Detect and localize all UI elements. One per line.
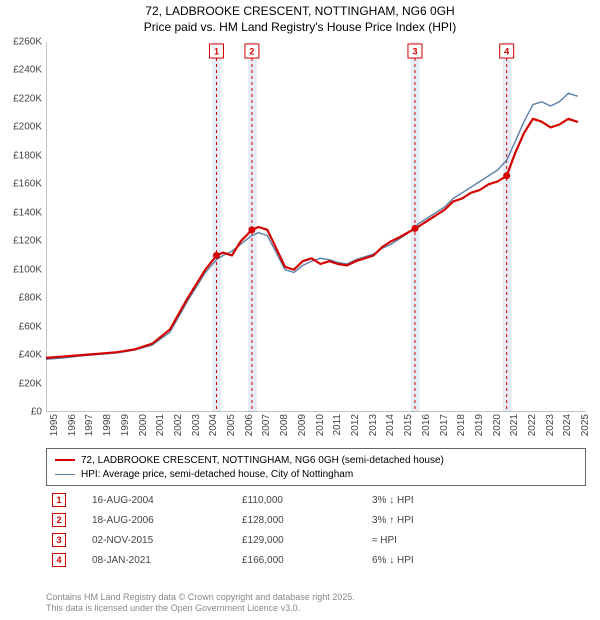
x-tick-label: 2015 [403, 414, 414, 436]
x-tick-label: 2022 [527, 414, 538, 436]
x-tick-label: 2011 [332, 414, 343, 436]
x-tick-label: 2018 [456, 414, 467, 436]
legend-label: 72, LADBROOKE CRESCENT, NOTTINGHAM, NG6 … [81, 455, 444, 466]
x-tick-label: 2003 [191, 414, 202, 436]
y-tick-label: £40K [19, 350, 42, 361]
x-tick-label: 2002 [173, 414, 184, 436]
event-marker-id: 3 [412, 46, 417, 56]
transaction-dot [503, 172, 510, 179]
x-tick-label: 2007 [261, 414, 272, 436]
transaction-row: 3 02-NOV-2015£129,000≈ HPI [46, 530, 586, 550]
x-tick-label: 2000 [138, 414, 149, 436]
transaction-row: 2 18-AUG-2006£128,0003% ↑ HPI [46, 510, 586, 530]
y-tick-label: £60K [19, 321, 42, 332]
transaction-dot [411, 225, 418, 232]
transaction-marker: 2 [52, 513, 66, 527]
transaction-date: 18-AUG-2006 [86, 510, 236, 530]
title-line1: 72, LADBROOKE CRESCENT, NOTTINGHAM, NG6 … [0, 4, 600, 20]
transaction-marker: 1 [52, 493, 66, 507]
chart-area: 1 2 3 4 [46, 42, 586, 412]
y-axis-labels: £0£20K£40K£60K£80K£100K£120K£140K£160K£1… [0, 42, 44, 412]
legend-box: 72, LADBROOKE CRESCENT, NOTTINGHAM, NG6 … [46, 448, 586, 486]
x-tick-label: 2006 [244, 414, 255, 436]
y-tick-label: £20K [19, 378, 42, 389]
y-tick-label: £80K [19, 293, 42, 304]
legend-swatch [55, 459, 75, 461]
y-tick-label: £180K [13, 150, 42, 161]
x-tick-label: 2025 [580, 414, 591, 436]
x-tick-label: 1998 [102, 414, 113, 436]
attribution-line1: Contains HM Land Registry data © Crown c… [46, 592, 586, 603]
transaction-delta: ≈ HPI [366, 530, 586, 550]
transaction-price: £110,000 [236, 490, 366, 510]
legend-label: HPI: Average price, semi-detached house,… [81, 469, 353, 480]
transaction-delta: 3% ↑ HPI [366, 510, 586, 530]
series-hpi [46, 93, 577, 359]
transaction-delta: 3% ↓ HPI [366, 490, 586, 510]
transaction-date: 08-JAN-2021 [86, 550, 236, 570]
transaction-dot [248, 226, 255, 233]
x-tick-label: 2009 [297, 414, 308, 436]
x-tick-label: 2001 [155, 414, 166, 436]
legend-row: 72, LADBROOKE CRESCENT, NOTTINGHAM, NG6 … [55, 453, 577, 467]
x-tick-label: 2008 [279, 414, 290, 436]
transaction-date: 02-NOV-2015 [86, 530, 236, 550]
y-tick-label: £200K [13, 122, 42, 133]
x-tick-label: 2014 [385, 414, 396, 436]
y-tick-label: £100K [13, 264, 42, 275]
x-tick-label: 2005 [226, 414, 237, 436]
transaction-price: £166,000 [236, 550, 366, 570]
x-tick-label: 2016 [421, 414, 432, 436]
x-tick-label: 2023 [545, 414, 556, 436]
transaction-row: 1 16-AUG-2004£110,0003% ↓ HPI [46, 490, 586, 510]
x-tick-label: 2019 [474, 414, 485, 436]
x-tick-label: 2024 [562, 414, 573, 436]
transactions-table: 1 16-AUG-2004£110,0003% ↓ HPI 2 18-AUG-2006… [46, 490, 586, 570]
transactions-rows: 1 16-AUG-2004£110,0003% ↓ HPI 2 18-AUG-2006… [46, 490, 586, 570]
transaction-marker: 4 [52, 553, 66, 567]
legend-swatch [55, 474, 75, 475]
x-tick-label: 1996 [67, 414, 78, 436]
x-tick-label: 1995 [49, 414, 60, 436]
transaction-dot [213, 252, 220, 259]
x-tick-label: 2012 [350, 414, 361, 436]
x-tick-label: 1999 [120, 414, 131, 436]
event-marker-id: 2 [249, 46, 254, 56]
y-tick-label: £0 [31, 407, 42, 418]
y-tick-label: £240K [13, 65, 42, 76]
chart-container: 72, LADBROOKE CRESCENT, NOTTINGHAM, NG6 … [0, 0, 600, 620]
transaction-marker: 3 [52, 533, 66, 547]
attribution: Contains HM Land Registry data © Crown c… [46, 592, 586, 615]
legend-row: HPI: Average price, semi-detached house,… [55, 467, 577, 481]
transaction-delta: 6% ↓ HPI [366, 550, 586, 570]
transaction-price: £128,000 [236, 510, 366, 530]
x-tick-label: 2013 [368, 414, 379, 436]
x-tick-label: 2020 [492, 414, 503, 436]
x-tick-label: 1997 [84, 414, 95, 436]
transaction-date: 16-AUG-2004 [86, 490, 236, 510]
title-block: 72, LADBROOKE CRESCENT, NOTTINGHAM, NG6 … [0, 0, 600, 35]
x-tick-label: 2017 [439, 414, 450, 436]
event-marker-id: 1 [214, 46, 219, 56]
title-line2: Price paid vs. HM Land Registry's House … [0, 20, 600, 36]
event-band [503, 42, 512, 412]
event-marker-id: 4 [504, 46, 509, 56]
x-tick-label: 2010 [315, 414, 326, 436]
x-axis-labels: 1995 1996 1997 1998 1999 2000 2001 2002 2003 2004… [46, 414, 586, 444]
y-tick-label: £260K [13, 37, 42, 48]
x-tick-label: 2021 [509, 414, 520, 436]
chart-svg: 1 2 3 4 [46, 42, 586, 412]
series-price_paid [46, 119, 577, 358]
y-tick-label: £120K [13, 236, 42, 247]
transaction-price: £129,000 [236, 530, 366, 550]
y-tick-label: £220K [13, 93, 42, 104]
y-tick-label: £160K [13, 179, 42, 190]
y-tick-label: £140K [13, 207, 42, 218]
transaction-row: 4 08-JAN-2021£166,0006% ↓ HPI [46, 550, 586, 570]
attribution-line2: This data is licensed under the Open Gov… [46, 603, 586, 614]
x-tick-label: 2004 [208, 414, 219, 436]
